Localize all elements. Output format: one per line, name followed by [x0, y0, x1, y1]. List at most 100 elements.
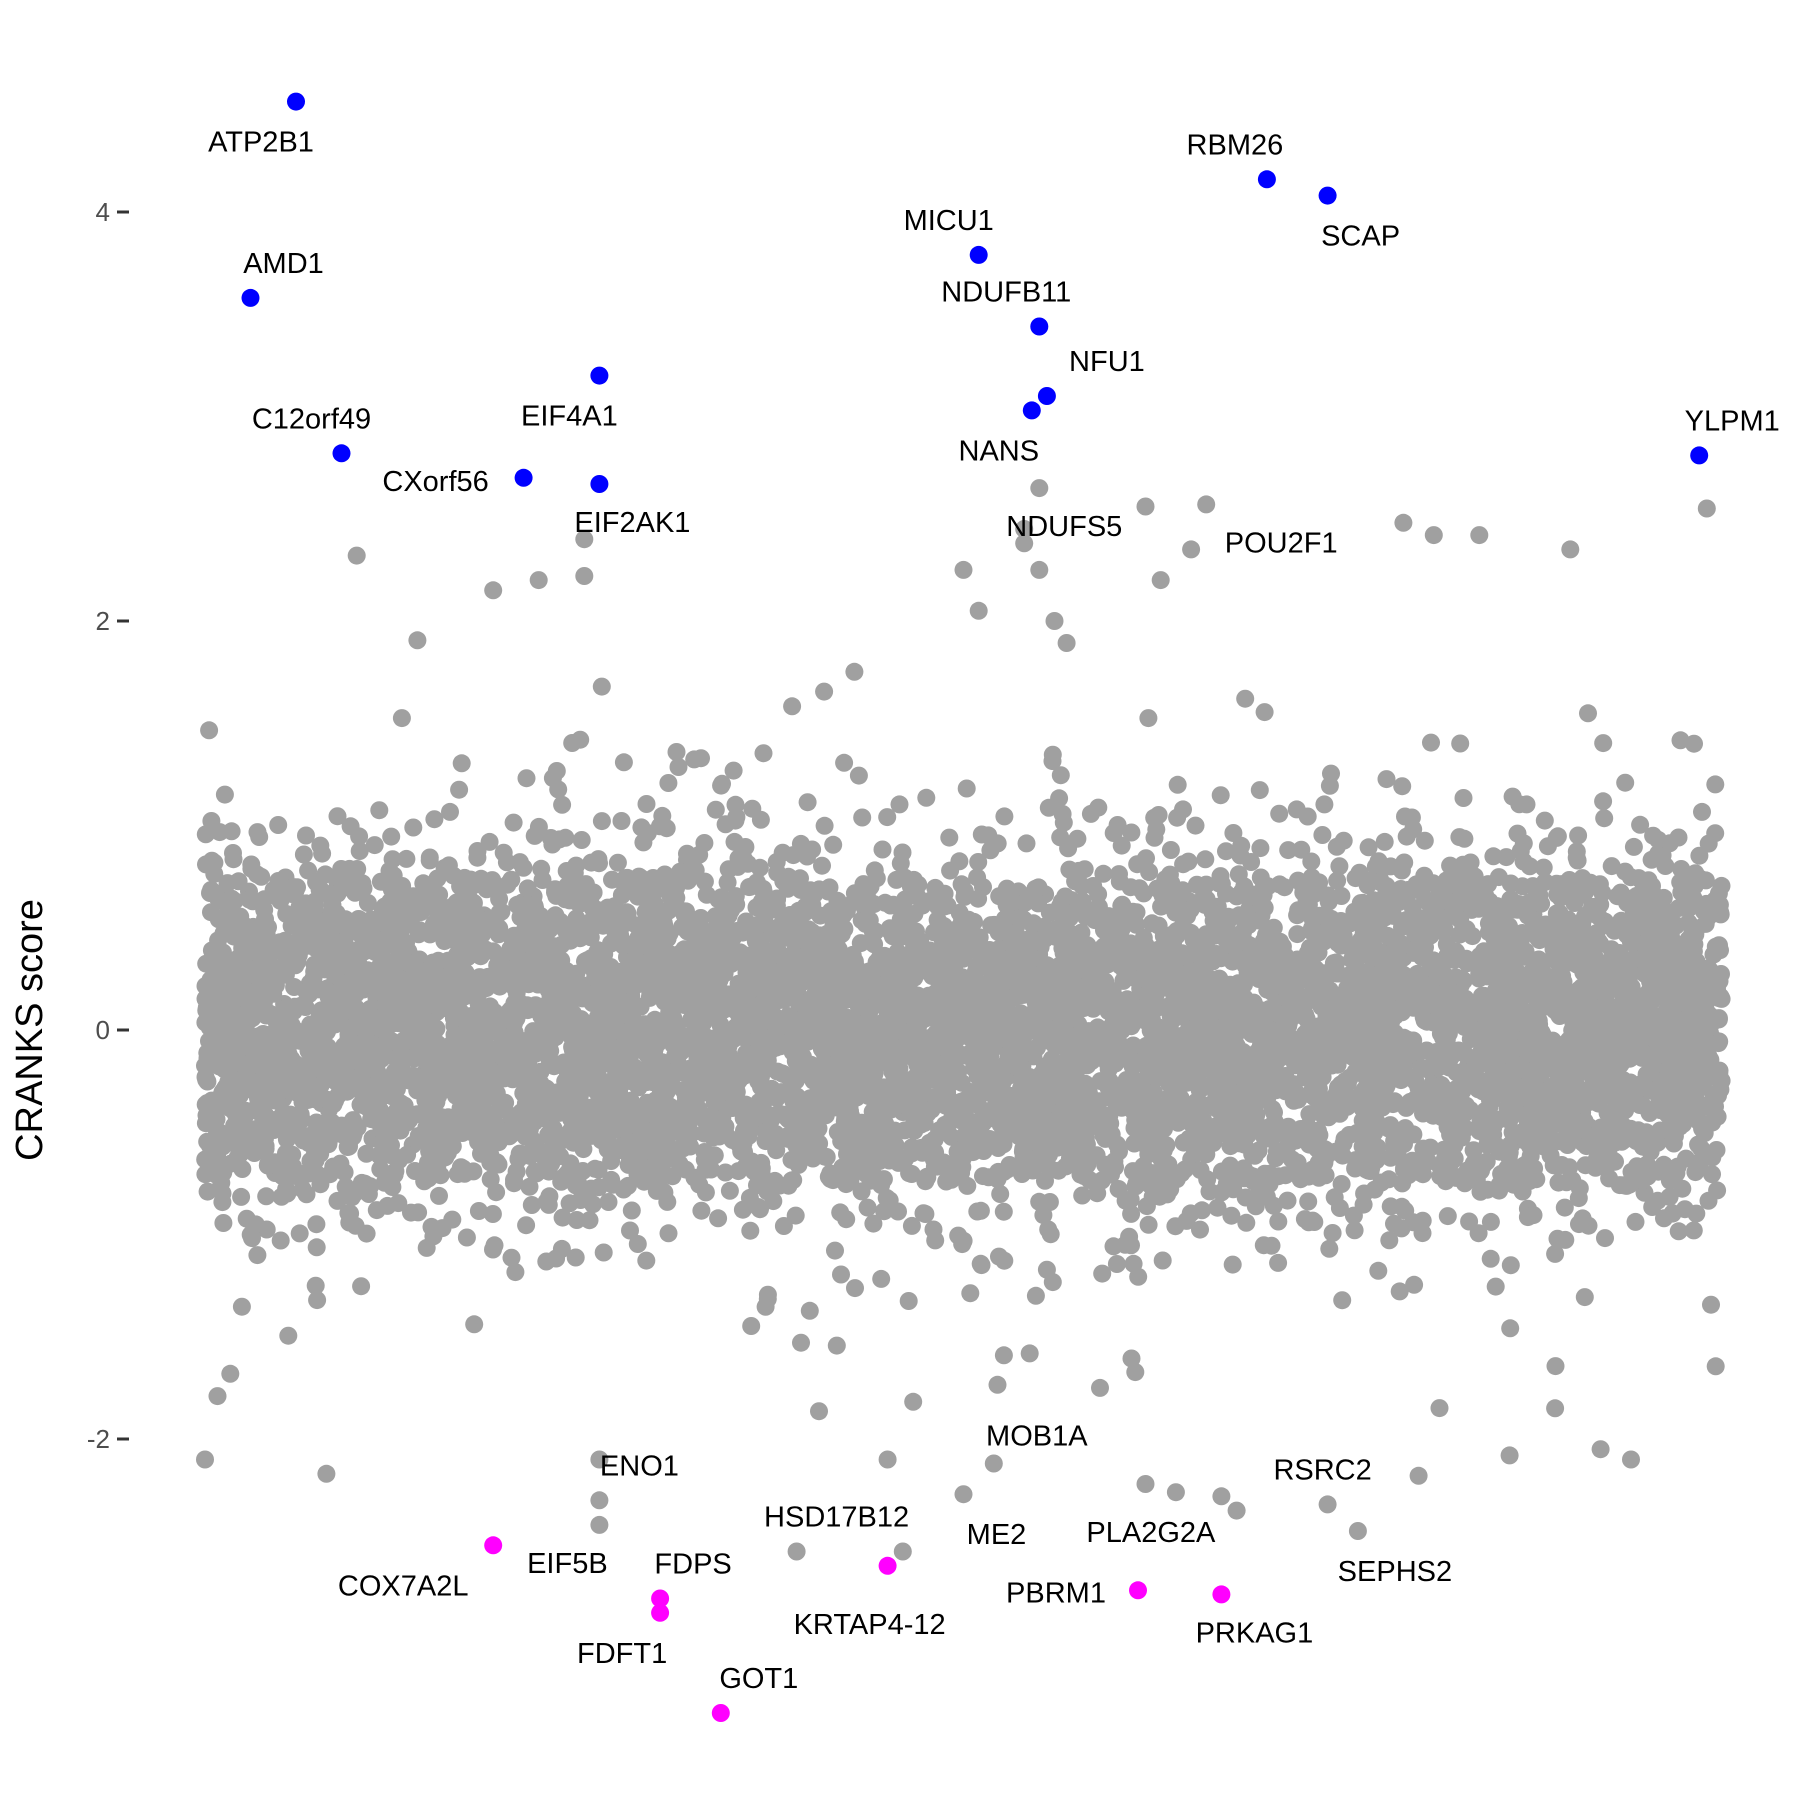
- background-point: [563, 734, 582, 752]
- background-point: [1464, 1141, 1483, 1160]
- background-point: [878, 808, 897, 827]
- background-point: [891, 854, 910, 873]
- background-point: [1440, 1058, 1459, 1077]
- background-point: [1699, 1191, 1718, 1210]
- background-point: [1036, 1171, 1054, 1190]
- background-point: [417, 1238, 436, 1257]
- background-point: [1303, 1211, 1322, 1230]
- background-point: [853, 808, 872, 827]
- background-point: [1594, 734, 1613, 753]
- background-point: [1626, 948, 1644, 967]
- background-point: [1288, 925, 1307, 944]
- background-point: [307, 1215, 326, 1234]
- background-point: [899, 1292, 918, 1310]
- background-point: [427, 1019, 446, 1038]
- background-point: [484, 1240, 502, 1259]
- background-point: [659, 774, 678, 792]
- background-point: [813, 856, 831, 875]
- background-point: [1217, 842, 1235, 861]
- background-point: [290, 1224, 309, 1243]
- background-point: [1596, 1229, 1614, 1248]
- background-point: [246, 1215, 265, 1234]
- background-point: [1208, 1198, 1227, 1217]
- background-point: [832, 925, 851, 943]
- background-point: [198, 1182, 217, 1201]
- background-point: [1107, 1255, 1126, 1273]
- background-point: [800, 1301, 819, 1320]
- background-point: [1497, 848, 1516, 867]
- background-points: [196, 497, 1731, 1561]
- background-point: [1481, 1249, 1500, 1268]
- background-point: [307, 1238, 326, 1257]
- background-point: [1125, 1134, 1144, 1153]
- background-point: [450, 780, 469, 799]
- background-point: [706, 800, 725, 819]
- background-point: [783, 697, 802, 716]
- background-point: [628, 1235, 647, 1253]
- background-point: [517, 1216, 536, 1235]
- background-point: [543, 835, 562, 854]
- background-point: [1535, 811, 1554, 830]
- background-point: [872, 1269, 891, 1288]
- background-point: [1236, 689, 1255, 708]
- background-point: [1224, 824, 1243, 842]
- background-point: [1043, 752, 1062, 771]
- background-point: [599, 1193, 618, 1211]
- background-point: [612, 1090, 631, 1109]
- background-point: [1255, 703, 1274, 722]
- background-point: [612, 812, 631, 830]
- background-point: [441, 802, 459, 821]
- background-point: [1570, 1215, 1588, 1234]
- background-point: [1020, 1344, 1039, 1363]
- background-point: [1140, 863, 1159, 881]
- background-point: [692, 749, 710, 768]
- background-point: [815, 816, 834, 835]
- background-point: [248, 1246, 267, 1265]
- background-point: [692, 1201, 711, 1220]
- background-point: [961, 1284, 980, 1303]
- background-point: [892, 947, 911, 966]
- background-point: [1664, 1134, 1683, 1153]
- background-point: [971, 1254, 990, 1273]
- background-point: [667, 743, 686, 761]
- background-point: [1254, 1236, 1273, 1255]
- background-point: [733, 1200, 752, 1219]
- background-point: [725, 832, 744, 851]
- background-point: [1320, 1239, 1339, 1258]
- background-point: [1703, 1165, 1721, 1184]
- background-point: [636, 1015, 655, 1034]
- background-point: [634, 833, 653, 852]
- background-point: [465, 1315, 484, 1334]
- background-point: [1094, 864, 1113, 883]
- background-point: [1278, 1191, 1297, 1210]
- background-point: [1685, 734, 1703, 753]
- background-point: [1430, 1399, 1449, 1418]
- background-point: [1555, 1198, 1574, 1217]
- background-point: [957, 779, 976, 798]
- background-point: [827, 1336, 846, 1355]
- background-point: [864, 1214, 883, 1233]
- background-point: [851, 934, 870, 953]
- background-point: [880, 1191, 899, 1210]
- background-point: [512, 1037, 531, 1056]
- background-point: [1075, 860, 1094, 879]
- background-point: [1594, 792, 1613, 811]
- background-point: [1251, 839, 1270, 858]
- background-point: [917, 788, 936, 807]
- background-point: [1396, 807, 1414, 826]
- background-point: [271, 891, 290, 910]
- background-point: [905, 904, 924, 923]
- background-point: [297, 826, 315, 845]
- background-point: [1693, 802, 1711, 821]
- background-point: [408, 979, 427, 998]
- background-point: [537, 1252, 556, 1271]
- background-point: [1017, 834, 1036, 853]
- background-point: [1149, 806, 1168, 824]
- background-point: [592, 677, 611, 696]
- background-point: [751, 810, 770, 829]
- background-point: [1442, 969, 1461, 988]
- background-point: [742, 1317, 761, 1335]
- background-point: [1671, 731, 1690, 750]
- background-point: [1548, 827, 1567, 846]
